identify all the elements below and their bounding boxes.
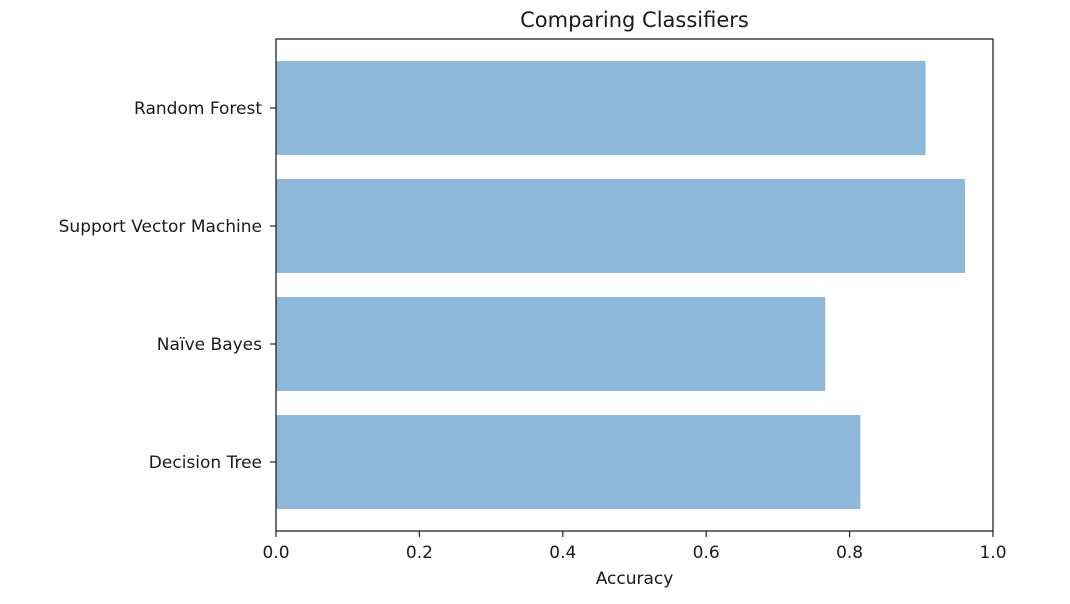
plot-frame — [275, 38, 994, 532]
x-axis: 0.0 0.2 0.4 0.6 0.8 1.0 — [262, 531, 1007, 563]
y-tick-label: Decision Tree — [149, 453, 262, 473]
y-tick-label: Support Vector Machine — [59, 217, 262, 237]
bars-group — [276, 61, 966, 509]
y-tick-label: Naïve Bayes — [157, 335, 262, 355]
x-tick-label: 0.2 — [406, 543, 433, 563]
bar-1 — [276, 179, 966, 273]
x-tick-label: 0.0 — [262, 543, 289, 563]
y-axis: Random Forest Support Vector Machine Naïve… — [59, 99, 276, 473]
x-tick-label: 0.6 — [693, 543, 720, 563]
x-tick-label: 1.0 — [979, 543, 1006, 563]
bar-0 — [276, 61, 926, 155]
bar-2 — [276, 297, 826, 391]
x-tick-label: 0.8 — [836, 543, 863, 563]
x-axis-label: Accuracy — [596, 569, 674, 589]
bar-3 — [276, 415, 861, 509]
x-tick-label: 0.4 — [549, 543, 576, 563]
chart-title: Comparing Classifiers — [520, 8, 749, 32]
y-tick-label: Random Forest — [134, 99, 262, 119]
